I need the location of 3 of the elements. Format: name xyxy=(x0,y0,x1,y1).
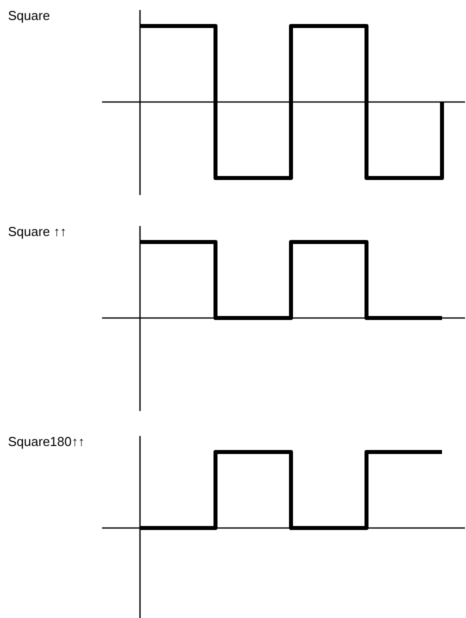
chart-title: Square180↑↑ xyxy=(8,434,85,449)
chart-title: Square ↑↑ xyxy=(8,224,67,239)
chart-title: Square xyxy=(8,8,50,23)
